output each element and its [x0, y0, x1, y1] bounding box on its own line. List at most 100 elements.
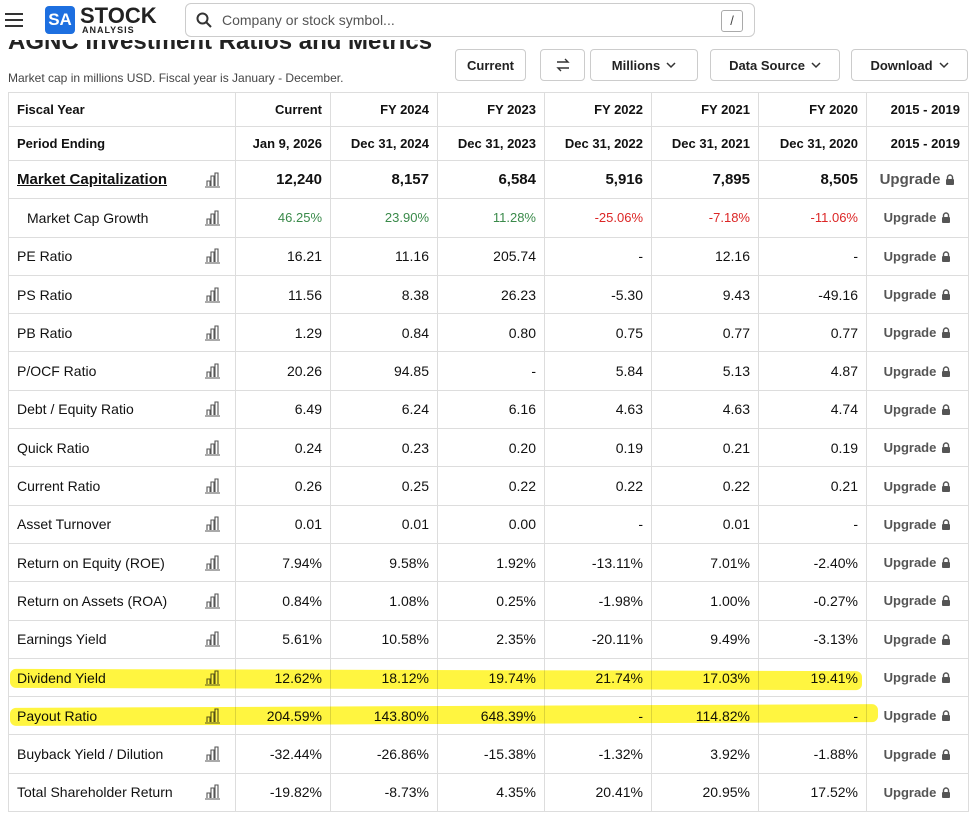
value-cell: 5,916: [544, 159, 652, 200]
chart-icon[interactable]: [203, 440, 221, 456]
data-source-button[interactable]: Data Source: [710, 49, 840, 81]
upgrade-cell[interactable]: Upgrade: [866, 313, 969, 353]
row-label: P/OCF Ratio: [17, 363, 97, 380]
value-cell: -1.32%: [544, 734, 652, 774]
row-label-cell: PB Ratio: [8, 313, 236, 353]
upgrade-label: Upgrade: [883, 555, 937, 571]
data-row: Return on Assets (ROA) 0.84% 1.08% 0.25% -1.…: [8, 581, 969, 621]
header-cell: FY 2023: [437, 92, 545, 127]
value-cell: 11.16: [330, 236, 438, 276]
upgrade-cell[interactable]: Upgrade: [866, 734, 969, 774]
value-cell: 20.95%: [651, 772, 759, 813]
value-cell: 1.92%: [437, 542, 545, 583]
chart-icon[interactable]: [203, 478, 221, 494]
chart-icon[interactable]: [203, 631, 221, 647]
header-cell: Jan 9, 2026: [235, 126, 331, 161]
value-cell: 11.56: [235, 274, 331, 315]
upgrade-label: Upgrade: [883, 631, 937, 647]
upgrade-cell[interactable]: Upgrade: [866, 351, 969, 391]
upgrade-label: Upgrade: [883, 210, 937, 226]
upgrade-cell[interactable]: Upgrade: [866, 389, 969, 430]
value-cell: 8,505: [758, 159, 867, 200]
button-label: Data Source: [729, 57, 805, 73]
lock-icon: [942, 365, 951, 377]
upgrade-cell[interactable]: Upgrade: [866, 696, 969, 736]
menu-icon[interactable]: [4, 10, 26, 30]
header-row: Fiscal Year Current FY 2024 FY 2023 FY 2022 F…: [8, 92, 969, 127]
value-cell: 0.20: [437, 428, 545, 468]
upgrade-cell[interactable]: Upgrade: [866, 581, 969, 621]
lock-icon: [942, 212, 951, 224]
chart-icon[interactable]: [203, 286, 221, 303]
header-cell: Dec 31, 2023: [437, 126, 545, 161]
chart-icon[interactable]: [203, 325, 221, 341]
upgrade-cell[interactable]: Upgrade: [866, 504, 969, 544]
upgrade-cell[interactable]: Upgrade: [866, 772, 969, 813]
search-box[interactable]: Company or stock symbol... /: [185, 3, 755, 37]
chart-icon[interactable]: [203, 210, 221, 226]
lock-icon: [942, 557, 951, 569]
row-label-cell: Total Shareholder Return: [8, 772, 236, 813]
lock-icon: [942, 251, 951, 262]
download-button[interactable]: Download: [851, 49, 968, 81]
upgrade-label: Upgrade: [883, 746, 937, 762]
chart-icon[interactable]: [203, 516, 221, 532]
value-cell: -1.88%: [758, 734, 867, 774]
value-cell: 46.25%: [235, 198, 331, 238]
row-label-cell: PE Ratio: [8, 236, 236, 276]
chart-icon[interactable]: [203, 401, 221, 417]
logo-mark[interactable]: SA: [45, 6, 75, 34]
logo-word[interactable]: STOCK: [80, 3, 157, 28]
upgrade-label: Upgrade: [883, 593, 937, 609]
row-label: Asset Turnover: [17, 516, 112, 533]
value-cell: 17.52%: [758, 772, 867, 813]
value-cell: 0.01: [330, 504, 438, 544]
ratios-table: Fiscal Year Current FY 2024 FY 2023 FY 2022 F…: [8, 92, 969, 813]
chart-icon[interactable]: [203, 593, 221, 609]
chart-icon[interactable]: [203, 555, 221, 571]
chart-icon[interactable]: [203, 172, 221, 188]
value-cell: -49.16: [758, 274, 867, 315]
millions-button[interactable]: Millions: [590, 49, 698, 81]
row-label: Quick Ratio: [17, 439, 90, 456]
value-cell: 26.23: [437, 274, 545, 315]
upgrade-cell[interactable]: Upgrade: [866, 428, 969, 468]
value-cell: -7.18%: [651, 198, 759, 238]
chevron: [939, 62, 949, 69]
upgrade-label: Upgrade: [883, 287, 937, 303]
upgrade-cell[interactable]: Upgrade: [866, 198, 969, 238]
upgrade-cell[interactable]: Upgrade: [866, 466, 969, 506]
row-label: Total Shareholder Return: [17, 784, 173, 801]
chart-icon[interactable]: [203, 248, 221, 264]
upgrade-cell[interactable]: Upgrade: [866, 657, 969, 698]
value-cell: -13.11%: [544, 542, 652, 583]
value-cell: 3.92%: [651, 734, 759, 774]
swap-button[interactable]: [540, 49, 585, 81]
chart-icon[interactable]: [203, 784, 221, 800]
value-cell: -32.44%: [235, 734, 331, 774]
value-cell: 0.26: [235, 466, 331, 506]
upgrade-cell[interactable]: Upgrade: [866, 619, 969, 659]
header-cell: FY 2021: [651, 92, 759, 127]
value-cell: -: [758, 504, 867, 544]
current-button[interactable]: Current: [455, 49, 526, 81]
upgrade-cell[interactable]: Upgrade: [866, 274, 969, 315]
header-cell: FY 2022: [544, 92, 652, 127]
highlight: [9, 668, 863, 691]
value-cell: 0.21: [758, 466, 867, 506]
upgrade-cell[interactable]: Upgrade: [866, 236, 969, 276]
row-label: Return on Assets (ROA): [17, 592, 168, 609]
value-cell: -1.98%: [544, 581, 652, 621]
chart-icon[interactable]: [203, 746, 221, 762]
chart-icon[interactable]: [203, 363, 221, 379]
button-label: Download: [870, 57, 933, 73]
value-cell: 4.87: [758, 351, 867, 391]
value-cell: 0.77: [758, 313, 867, 353]
value-cell: 16.21: [235, 236, 331, 276]
row-label: Earnings Yield: [17, 631, 107, 648]
value-cell: 6,584: [437, 159, 545, 200]
upgrade-cell[interactable]: Upgrade: [866, 159, 969, 200]
value-cell: 4.63: [544, 389, 652, 430]
upgrade-cell[interactable]: Upgrade: [866, 542, 969, 583]
